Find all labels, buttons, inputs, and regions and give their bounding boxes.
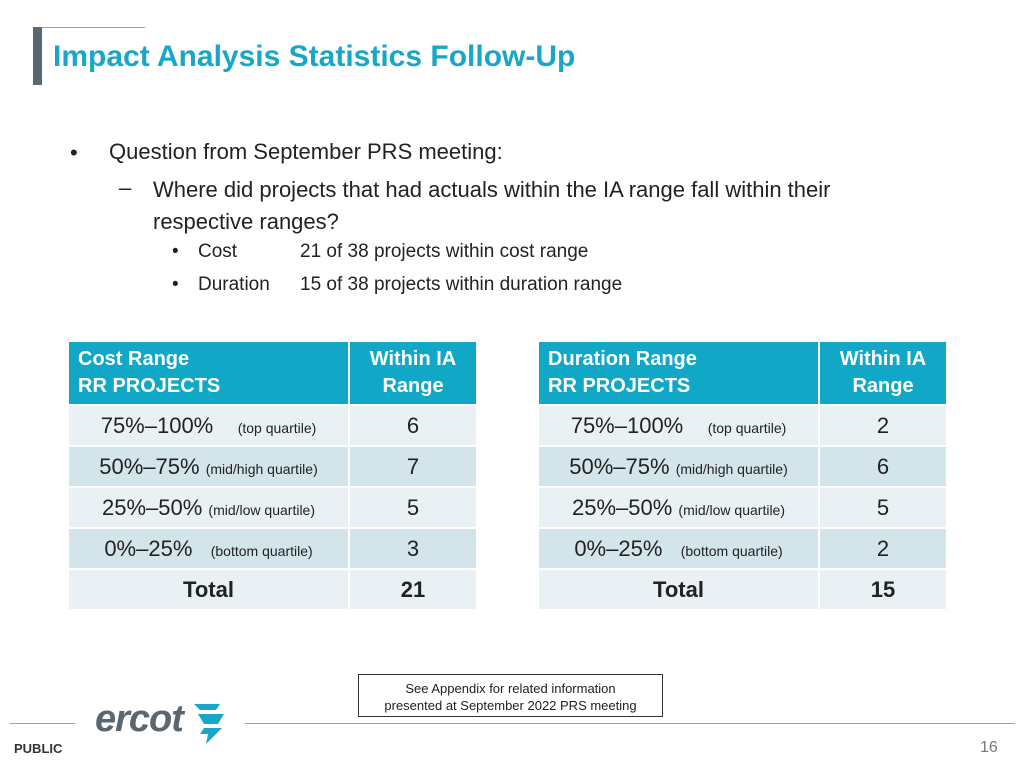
value-cell: 2 (820, 406, 946, 445)
quartile-note: (bottom quartile) (680, 542, 783, 559)
duration-table-header-within: Within IA Range (820, 342, 946, 404)
range-label: 0%–25% (104, 535, 193, 561)
bullet-dot-icon: • (172, 241, 179, 262)
range-label: 25%–50% (571, 494, 673, 520)
appendix-note-box: See Appendix for related information pre… (358, 674, 663, 717)
range-cell: 75%–100% (top quartile) (69, 406, 348, 445)
header-label: RR PROJECTS (548, 375, 691, 397)
value-cell: 5 (820, 488, 946, 527)
range-cell: 50%–75% (mid/high quartile) (539, 447, 818, 486)
total-label: Total (69, 570, 348, 609)
range-cell: 50%–75% (mid/high quartile) (69, 447, 348, 486)
range-label: 25%–50% (101, 494, 203, 520)
bullet-list: • Question from September PRS meeting: –… (0, 0, 1024, 320)
total-value: 21 (350, 570, 476, 609)
bullet-duration-label: Duration (198, 274, 270, 295)
value-cell: 5 (350, 488, 476, 527)
bullet-dot-icon: • (172, 274, 179, 295)
range-label: 0%–25% (574, 535, 663, 561)
header-label: Range (382, 375, 444, 397)
bullet-cost-text: 21 of 38 projects within cost range (300, 241, 589, 262)
quartile-note: (top quartile) (707, 419, 787, 436)
range-label: 50%–75% (569, 453, 670, 479)
table-row: 50%–75% (mid/high quartile) 7 (69, 447, 476, 486)
range-cell: 0%–25% (bottom quartile) (69, 529, 348, 568)
range-cell: 0%–25% (bottom quartile) (539, 529, 818, 568)
footer-rule-right (245, 723, 1015, 724)
page-title: Impact Analysis Statistics Follow-Up (53, 40, 576, 73)
header-label: Duration Range (548, 348, 697, 370)
cost-table-header-range: Cost Range RR PROJECTS (69, 342, 348, 404)
quartile-note: (mid/high quartile) (675, 460, 788, 477)
table-row: 25%–50% (mid/low quartile) 5 (69, 488, 476, 527)
page-number: 16 (980, 739, 998, 756)
footer-rule-left (10, 723, 75, 724)
table-total-row: Total 15 (539, 570, 946, 609)
table-row: 25%–50% (mid/low quartile) 5 (539, 488, 946, 527)
header-label: Cost Range (78, 348, 190, 370)
bullet-duration-text: 15 of 38 projects within duration range (300, 274, 623, 295)
appendix-note-line: See Appendix for related information (405, 681, 616, 696)
value-cell: 7 (350, 447, 476, 486)
table-row: 75%–100% (top quartile) 6 (69, 406, 476, 445)
table-row: 50%–75% (mid/high quartile) 6 (539, 447, 946, 486)
quartile-note: (mid/low quartile) (208, 501, 316, 518)
range-label: 75%–100% (570, 412, 684, 438)
header-label: RR PROJECTS (78, 375, 221, 397)
bullet-subquestion: Where did projects that had actuals with… (153, 177, 831, 234)
bullet-cost-label: Cost (198, 241, 238, 262)
header-label: Within IA (839, 348, 927, 370)
value-cell: 3 (350, 529, 476, 568)
range-cell: 75%–100% (top quartile) (539, 406, 818, 445)
quartile-note: (top quartile) (237, 419, 317, 436)
cost-table-header-within: Within IA Range (350, 342, 476, 404)
header-label: Range (852, 375, 914, 397)
title-accent-bar (33, 27, 42, 85)
table-row: 0%–25% (bottom quartile) 3 (69, 529, 476, 568)
ercot-bolt-icon (194, 704, 224, 744)
range-cell: 25%–50% (mid/low quartile) (69, 488, 348, 527)
ercot-logo: ercot (95, 698, 184, 740)
classification-label: PUBLIC (14, 741, 63, 756)
value-cell: 6 (820, 447, 946, 486)
range-label: 50%–75% (99, 453, 200, 479)
range-cell: 25%–50% (mid/low quartile) (539, 488, 818, 527)
total-value: 15 (820, 570, 946, 609)
duration-range-table: Duration Range RR PROJECTS Within IA Ran… (537, 340, 948, 611)
total-label: Total (539, 570, 818, 609)
cost-range-table: Cost Range RR PROJECTS Within IA Range 7… (67, 340, 478, 611)
dash-icon: – (119, 175, 132, 200)
value-cell: 6 (350, 406, 476, 445)
quartile-note: (bottom quartile) (210, 542, 313, 559)
appendix-note-line: presented at September 2022 PRS meeting (384, 698, 637, 713)
duration-table-header-range: Duration Range RR PROJECTS (539, 342, 818, 404)
table-row: 0%–25% (bottom quartile) 2 (539, 529, 946, 568)
header-label: Within IA (369, 348, 457, 370)
range-label: 75%–100% (100, 412, 214, 438)
value-cell: 2 (820, 529, 946, 568)
quartile-note: (mid/low quartile) (678, 501, 786, 518)
table-total-row: Total 21 (69, 570, 476, 609)
table-row: 75%–100% (top quartile) 2 (539, 406, 946, 445)
bullet-dot-icon: • (70, 140, 78, 165)
quartile-note: (mid/high quartile) (205, 460, 318, 477)
title-top-rule (42, 27, 145, 28)
bullet-question: Question from September PRS meeting: (109, 139, 503, 164)
